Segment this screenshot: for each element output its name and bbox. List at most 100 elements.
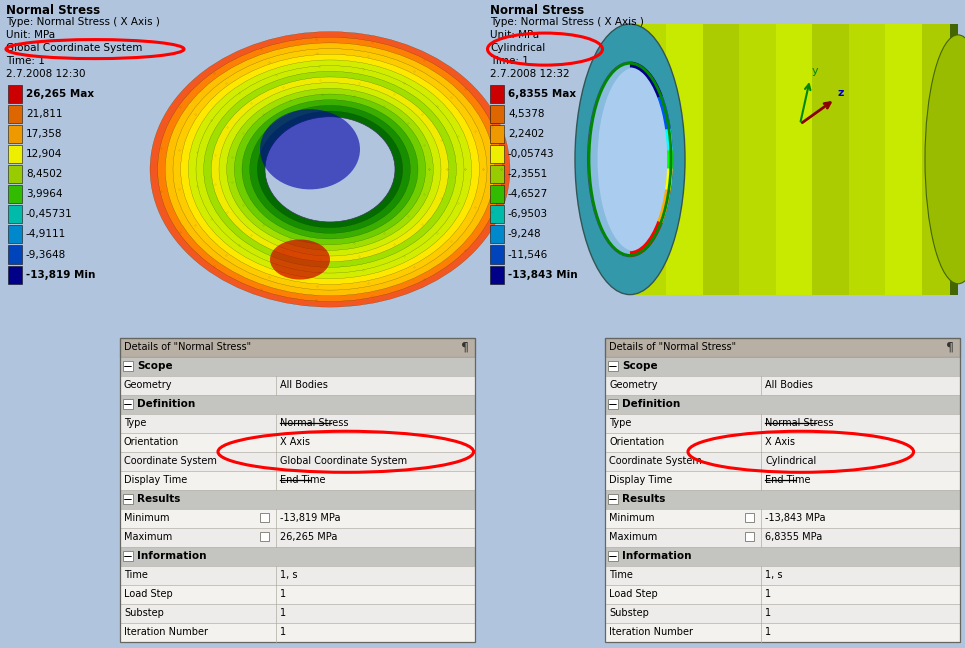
Ellipse shape bbox=[242, 100, 418, 239]
Bar bbox=[490, 205, 504, 224]
Bar bbox=[813, 24, 848, 295]
Bar bbox=[120, 490, 475, 509]
Text: Time: 1: Time: 1 bbox=[490, 56, 529, 66]
Bar bbox=[261, 513, 269, 522]
Text: 12,904: 12,904 bbox=[26, 149, 63, 159]
Bar bbox=[120, 623, 475, 642]
Ellipse shape bbox=[204, 71, 456, 268]
Text: Normal Stress: Normal Stress bbox=[765, 418, 834, 428]
Ellipse shape bbox=[270, 240, 330, 279]
Text: Load Step: Load Step bbox=[609, 590, 658, 599]
Bar bbox=[605, 585, 960, 604]
Text: 1: 1 bbox=[765, 627, 771, 638]
Bar bbox=[630, 24, 958, 295]
Bar bbox=[120, 338, 475, 642]
Bar bbox=[123, 399, 133, 410]
Text: Normal Stress: Normal Stress bbox=[280, 418, 348, 428]
Bar bbox=[608, 494, 618, 504]
Bar bbox=[120, 604, 475, 623]
Bar bbox=[490, 85, 504, 103]
Text: Type: Normal Stress ( X Axis ): Type: Normal Stress ( X Axis ) bbox=[490, 17, 644, 27]
Ellipse shape bbox=[227, 88, 433, 250]
Bar bbox=[8, 85, 22, 103]
Bar bbox=[608, 399, 618, 410]
Text: −: − bbox=[124, 398, 133, 411]
Ellipse shape bbox=[196, 65, 464, 273]
Bar bbox=[605, 566, 960, 585]
Text: All Bodies: All Bodies bbox=[765, 380, 813, 390]
Bar bbox=[8, 266, 22, 284]
Bar bbox=[745, 533, 755, 541]
Ellipse shape bbox=[157, 37, 503, 301]
Text: 21,811: 21,811 bbox=[26, 110, 63, 119]
Bar bbox=[8, 125, 22, 143]
Ellipse shape bbox=[265, 117, 395, 222]
Text: -13,819 MPa: -13,819 MPa bbox=[280, 513, 341, 524]
Text: Results: Results bbox=[622, 494, 666, 504]
Bar bbox=[605, 623, 960, 642]
Ellipse shape bbox=[219, 83, 441, 256]
Bar bbox=[605, 395, 960, 413]
Text: Definition: Definition bbox=[137, 399, 195, 410]
Text: Type: Normal Stress ( X Axis ): Type: Normal Stress ( X Axis ) bbox=[6, 17, 160, 27]
Bar bbox=[745, 513, 755, 522]
Ellipse shape bbox=[188, 60, 472, 279]
Text: -9,248: -9,248 bbox=[508, 229, 541, 240]
Text: 6,8355 Max: 6,8355 Max bbox=[508, 89, 576, 99]
Text: Time: 1: Time: 1 bbox=[6, 56, 45, 66]
Bar bbox=[950, 24, 958, 295]
Text: Display Time: Display Time bbox=[609, 476, 673, 485]
Text: Unit: MPa: Unit: MPa bbox=[490, 30, 539, 40]
Text: −: − bbox=[608, 550, 618, 563]
Text: -4,9111: -4,9111 bbox=[26, 229, 67, 240]
Text: -13,843 MPa: -13,843 MPa bbox=[765, 513, 826, 524]
Text: Information: Information bbox=[137, 551, 207, 561]
Text: Scope: Scope bbox=[622, 361, 657, 371]
Text: Normal Stress: Normal Stress bbox=[490, 4, 584, 17]
Text: Details of "Normal Stress": Details of "Normal Stress" bbox=[609, 342, 736, 352]
Bar bbox=[8, 145, 22, 163]
Bar bbox=[8, 105, 22, 123]
Text: Substep: Substep bbox=[609, 608, 648, 618]
Bar bbox=[703, 24, 739, 295]
Text: Unit: MPa: Unit: MPa bbox=[6, 30, 55, 40]
Text: -11,546: -11,546 bbox=[508, 249, 548, 259]
Text: 1: 1 bbox=[280, 608, 287, 618]
Text: Normal Stress: Normal Stress bbox=[6, 4, 100, 17]
Text: 6,8355 MPa: 6,8355 MPa bbox=[765, 533, 822, 542]
Bar bbox=[120, 566, 475, 585]
Bar bbox=[605, 433, 960, 452]
Ellipse shape bbox=[165, 43, 495, 295]
Bar bbox=[120, 471, 475, 490]
Ellipse shape bbox=[234, 94, 426, 245]
Text: End Time: End Time bbox=[765, 476, 811, 485]
Bar bbox=[261, 533, 269, 541]
Text: Cylindrical: Cylindrical bbox=[765, 456, 816, 467]
Bar bbox=[8, 185, 22, 203]
Bar bbox=[490, 105, 504, 123]
Text: Load Step: Load Step bbox=[124, 590, 173, 599]
Ellipse shape bbox=[588, 62, 673, 257]
Text: 1: 1 bbox=[765, 590, 771, 599]
Bar bbox=[123, 494, 133, 504]
Bar bbox=[605, 509, 960, 528]
Ellipse shape bbox=[180, 54, 480, 284]
Text: z: z bbox=[838, 88, 844, 98]
Bar bbox=[605, 356, 960, 376]
Text: Information: Information bbox=[622, 551, 692, 561]
Text: Orientation: Orientation bbox=[124, 437, 179, 447]
Bar bbox=[8, 205, 22, 224]
Bar bbox=[885, 24, 922, 295]
Text: -9,3648: -9,3648 bbox=[26, 249, 67, 259]
Text: Maximum: Maximum bbox=[124, 533, 172, 542]
Text: Scope: Scope bbox=[137, 361, 173, 371]
Text: 3,9964: 3,9964 bbox=[26, 189, 63, 200]
Ellipse shape bbox=[925, 35, 965, 284]
Text: −: − bbox=[124, 493, 133, 506]
Bar bbox=[120, 395, 475, 413]
Text: 1, s: 1, s bbox=[765, 570, 783, 581]
Text: Geometry: Geometry bbox=[609, 380, 657, 390]
Text: Definition: Definition bbox=[622, 399, 680, 410]
Bar bbox=[490, 185, 504, 203]
Bar bbox=[848, 24, 885, 295]
